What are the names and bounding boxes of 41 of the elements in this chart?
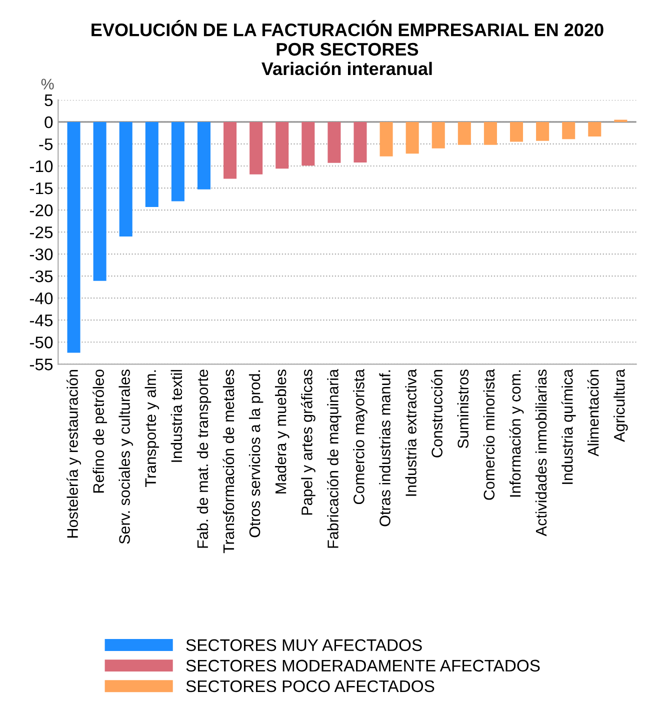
- x-tick-label: Fabricación de maquinaria: [326, 368, 342, 548]
- x-tick-label: Refino de petróleo: [92, 370, 108, 493]
- x-tick-label: Agricultura: [614, 369, 628, 442]
- y-tick-label: 5: [44, 94, 53, 106]
- y-tick-label: -30: [30, 248, 53, 260]
- x-tick-label: Papel y artes gráficas: [300, 370, 316, 515]
- x-tick-label: Industria textil: [170, 370, 182, 462]
- y-tick-label: -20: [30, 204, 53, 216]
- x-tick-label: Comercio mayorista: [353, 368, 368, 504]
- x-tick-label: Otras industrias manuf.: [379, 370, 390, 526]
- legend-label: SECTORES MODERADAMENTE AFECTADOS: [186, 660, 540, 672]
- x-tick-label: Comercio minorista: [483, 368, 495, 500]
- x-tick-label: Fab. de mat. de transporte: [196, 370, 212, 548]
- chart-title: EVOLUCIÓN DE LA FACTURACIÓN EMPRESARIAL EN 2020 POR SECTORES: [92, 20, 604, 56]
- y-tick-label: -55: [30, 358, 53, 370]
- x-tick-label: Industria extractiva: [405, 368, 416, 496]
- x-tick-label: Otros servicios a la prod.: [248, 370, 264, 538]
- y-tick-label: -25: [30, 226, 53, 238]
- x-tick-label: Actividades inmobiliarias: [535, 370, 547, 536]
- y-axis-title: %: [41, 78, 54, 90]
- x-tick-label: Transformación de metales: [222, 370, 234, 554]
- y-tick-label: -50: [30, 336, 53, 348]
- x-tick-label: Alimentación: [587, 370, 599, 456]
- x-tick-label: Suministros: [457, 370, 469, 448]
- y-tick-label: -15: [30, 182, 53, 194]
- y-tick-label: -40: [30, 292, 53, 304]
- x-tick-label: Hostelería y restauración: [66, 370, 81, 538]
- x-tick-label: Serv. sociales y culturales: [118, 370, 133, 544]
- legend-label: SECTORES POCO AFECTADOS: [186, 680, 434, 692]
- legend-label: SECTORES MUY AFECTADOS: [186, 639, 422, 652]
- chart-subtitle: Variación interanual: [262, 62, 432, 76]
- y-tick-label: -5: [39, 138, 53, 150]
- x-tick-label: Industria química: [561, 368, 576, 484]
- y-tick-label: -45: [30, 314, 53, 326]
- x-tick-label: Información y com.: [509, 370, 524, 497]
- x-tick-label: Transporte y alm.: [144, 370, 160, 487]
- y-tick-label: -35: [30, 270, 53, 282]
- x-tick-label: Madera y muebles: [274, 370, 290, 494]
- y-tick-label: 0: [44, 116, 53, 128]
- y-tick-label: -10: [30, 160, 53, 172]
- x-tick-label: Construcción: [431, 370, 442, 458]
